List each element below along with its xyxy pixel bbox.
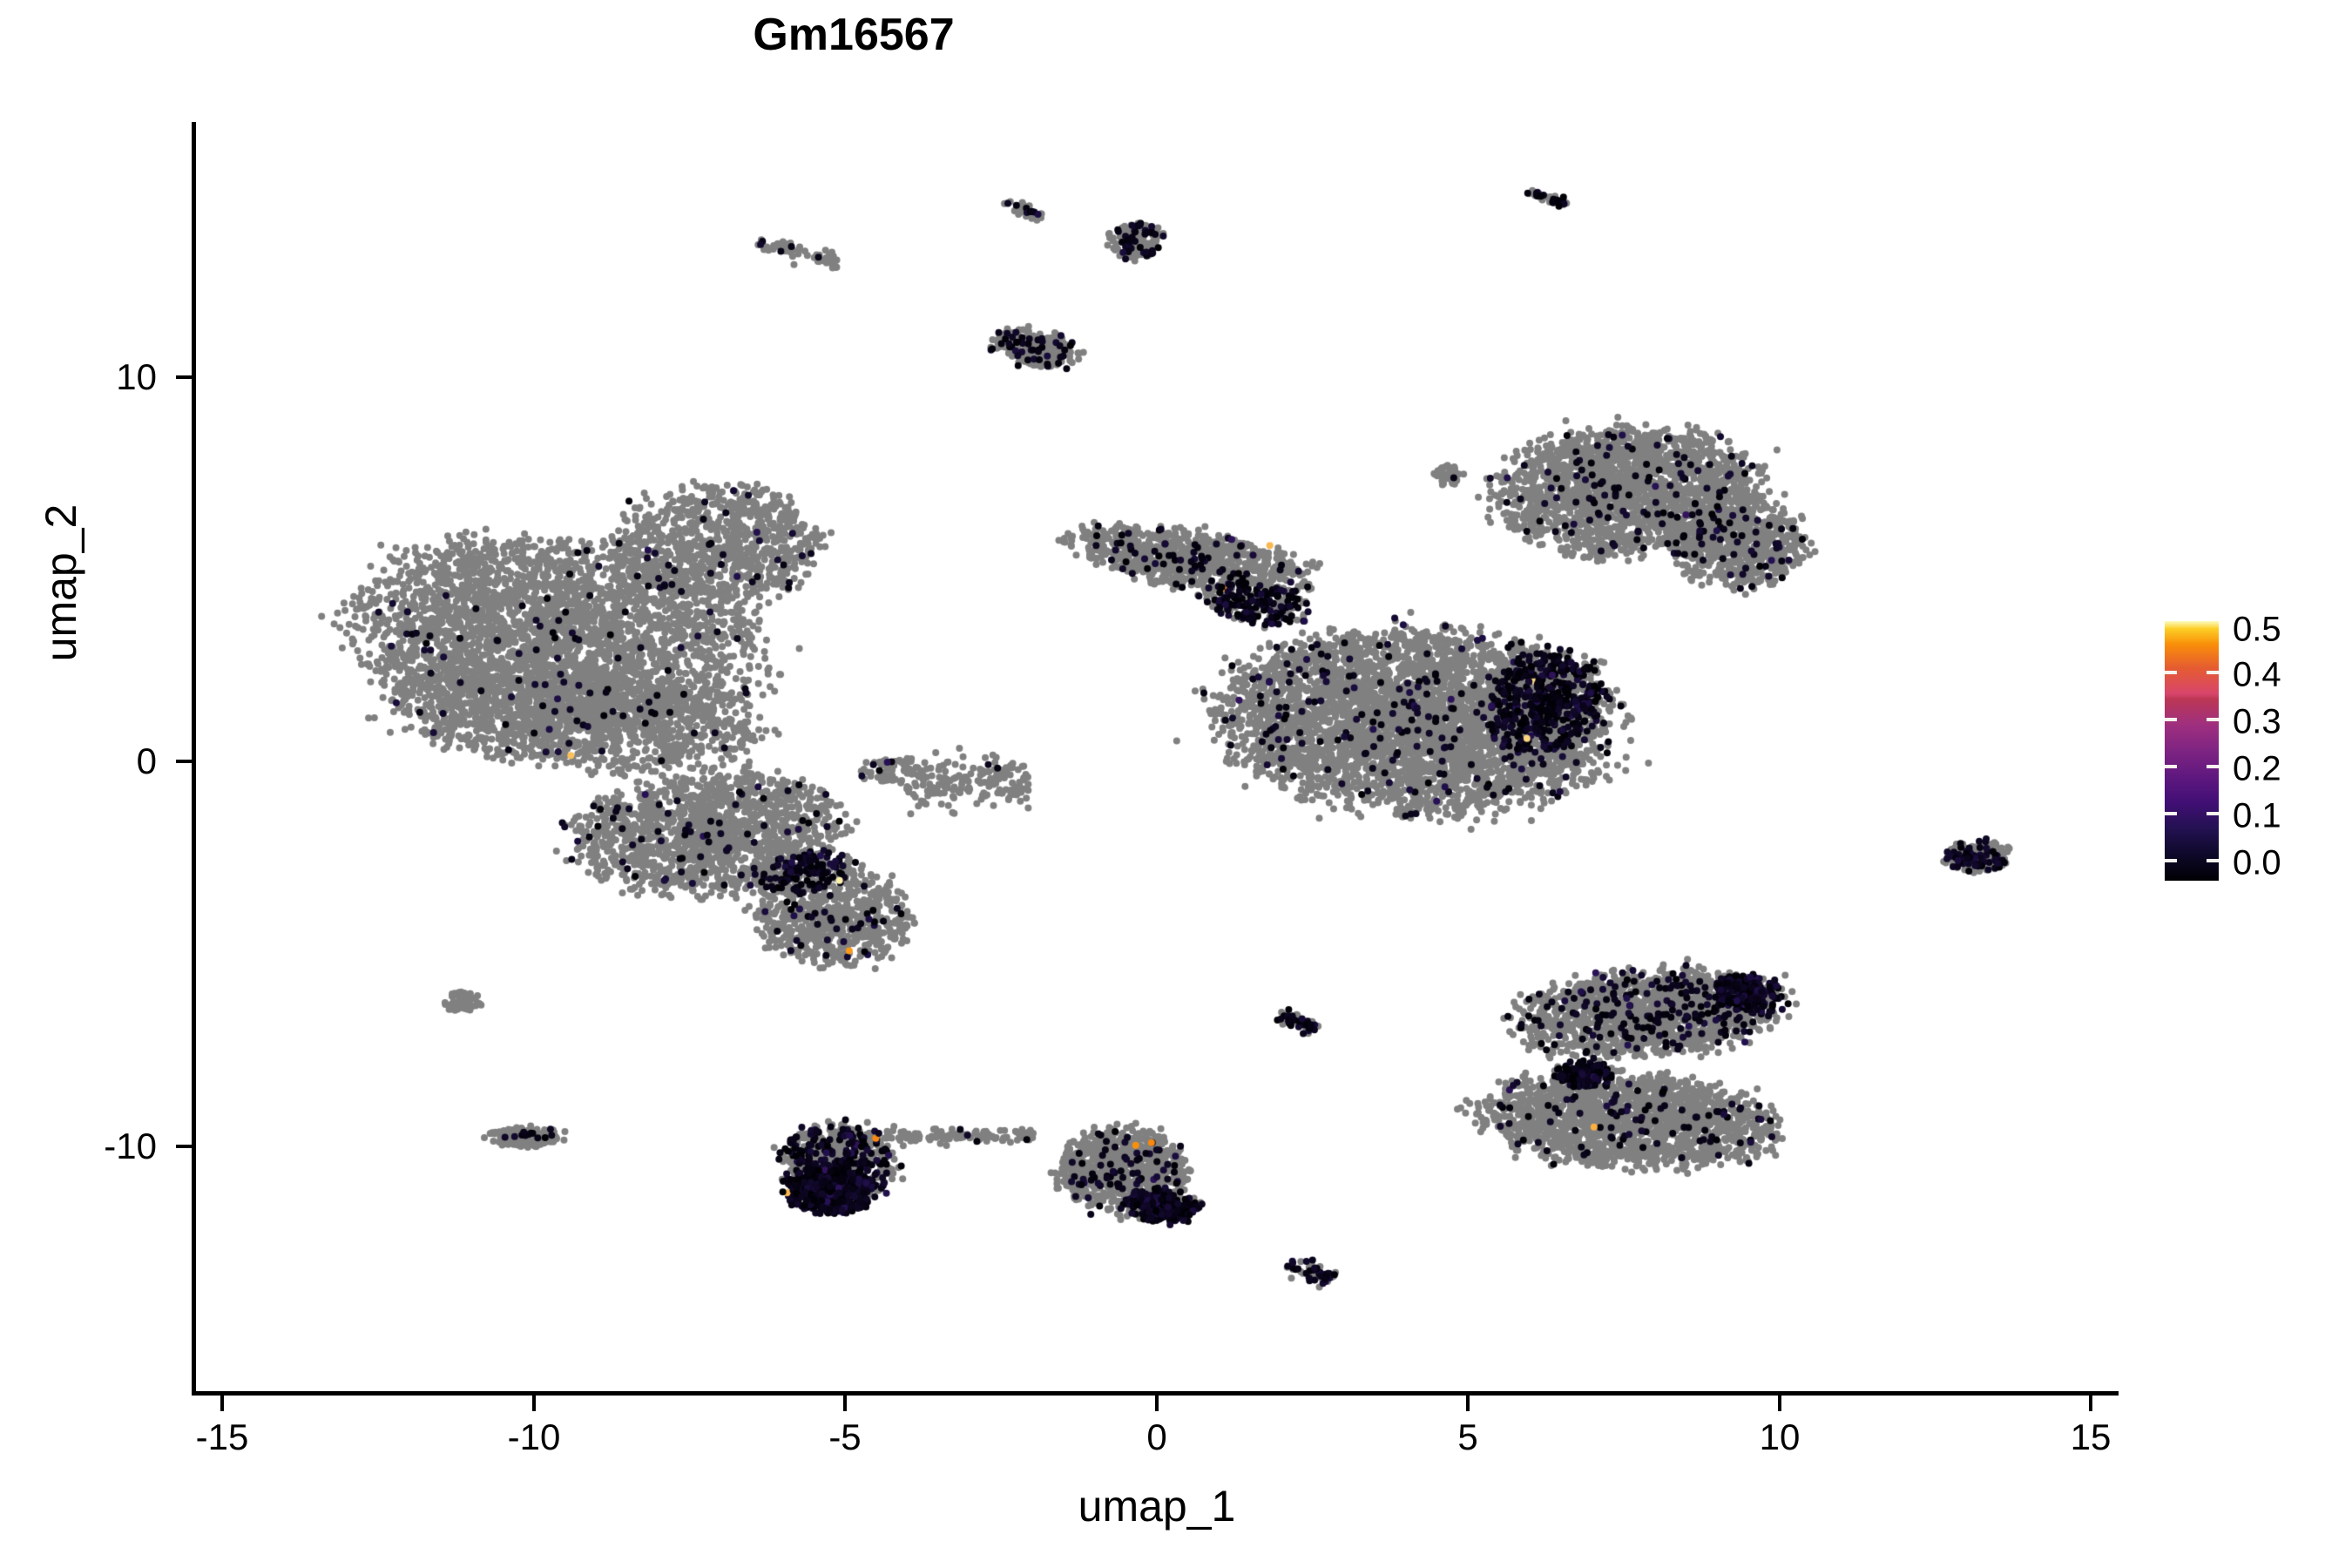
colorbar-label-0.5: 0.5 [2233,610,2281,649]
page-title: Gm16567 [753,10,955,60]
x-ticklabel-5: 5 [1457,1416,1478,1457]
x-tick-10 [1778,1396,1781,1411]
x-ticklabel--5: -5 [828,1416,862,1457]
x-tick--10 [532,1396,536,1411]
x-tick-15 [2089,1396,2092,1411]
colorbar-tick-0.1-right [2207,812,2219,815]
plot-panel [194,122,2119,1394]
y-tick-10 [176,375,192,379]
x-axis-line [192,1391,2119,1396]
x-ticklabel-0: 0 [1146,1416,1167,1457]
y-axis-title: umap_2 [37,504,85,662]
x-tick-5 [1466,1396,1470,1411]
colorbar-tick-0.3-left [2165,718,2177,721]
x-ticklabel-10: 10 [1759,1416,1801,1457]
x-tick--5 [843,1396,847,1411]
colorbar-tick-0.0-left [2165,859,2177,862]
colorbar-label-0.3: 0.3 [2233,702,2281,741]
colorbar-label-0.1: 0.1 [2233,796,2281,835]
colorbar-label-0.4: 0.4 [2233,655,2281,694]
y-axis-line [192,122,196,1396]
colorbar-tick-0.4-left [2165,671,2177,674]
scatter-plot-canvas [194,122,2119,1394]
y-ticklabel--10: -10 [104,1125,157,1166]
x-tick--15 [220,1396,224,1411]
colorbar-tick-0.3-right [2207,718,2219,721]
colorbar-tick-0.1-left [2165,812,2177,815]
x-axis-title: umap_1 [1078,1482,1236,1531]
colorbar-tick-0.2-left [2165,765,2177,768]
colorbar-tick-0.4-right [2207,671,2219,674]
y-ticklabel-0: 0 [136,740,157,781]
colorbar-tick-0.0-right [2207,859,2219,862]
colorbar-gradient [2165,621,2219,881]
colorbar-legend: 0.5 0.4 0.3 0.2 0.1 0.0 [2165,611,2281,882]
y-ticklabel-10: 10 [116,356,157,397]
colorbar-label-0.2: 0.2 [2233,749,2281,788]
y-tick--10 [176,1145,192,1148]
colorbar-label-0.0: 0.0 [2233,843,2281,882]
colorbar-tick-0.2-right [2207,765,2219,768]
x-ticklabel--15: -15 [195,1416,249,1457]
x-ticklabel-15: 15 [2070,1416,2112,1457]
x-tick-0 [1155,1396,1159,1411]
y-tick-0 [176,760,192,763]
x-ticklabel--10: -10 [507,1416,561,1457]
